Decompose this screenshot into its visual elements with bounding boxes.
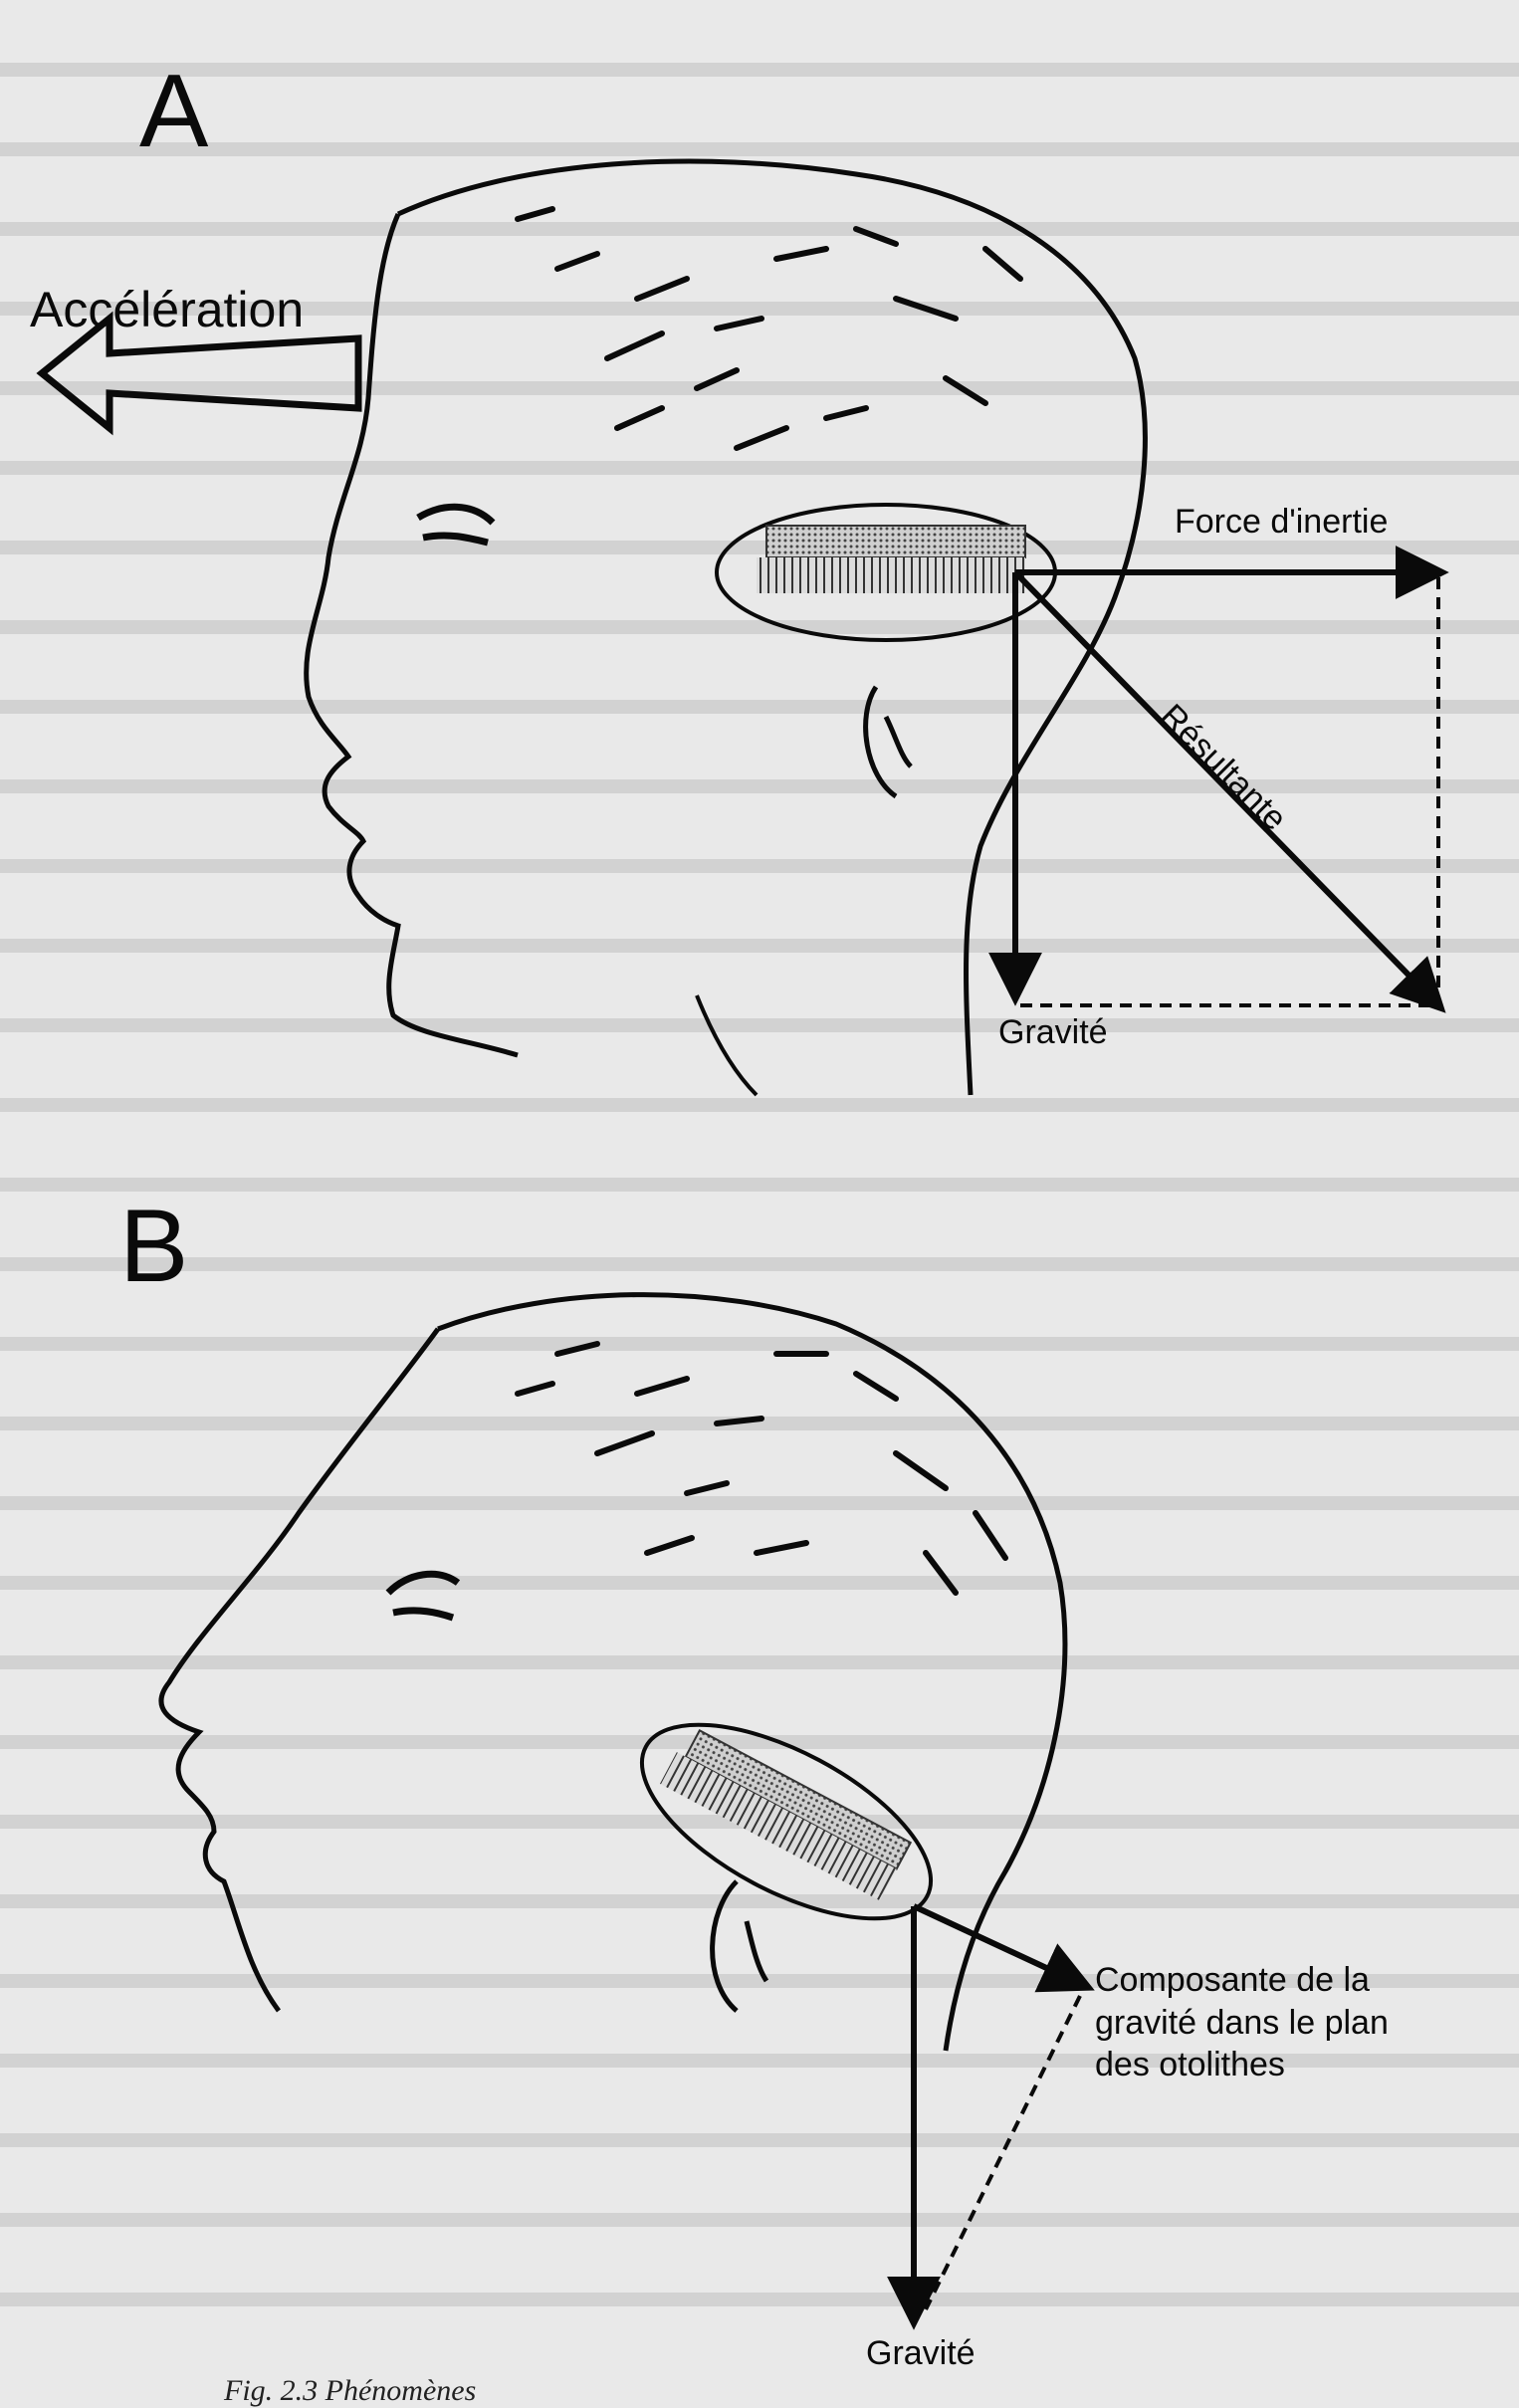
eye-a bbox=[416, 503, 496, 547]
head-outline-b bbox=[437, 1292, 1068, 2052]
gravity-label-a: Gravité bbox=[998, 1013, 1108, 1051]
face-profile-b bbox=[158, 1327, 441, 2013]
gravity-label-b: Gravité bbox=[866, 2334, 976, 2372]
otolith-cilia-a bbox=[757, 557, 1025, 593]
figure-caption: Fig. 2.3 Phénomènes bbox=[224, 2374, 477, 2407]
resultant-arrow bbox=[1012, 569, 1446, 1013]
panel-letter-a: A bbox=[139, 54, 209, 169]
panel-a bbox=[36, 158, 1449, 1097]
neck-a bbox=[695, 994, 759, 1097]
face-profile-a bbox=[304, 212, 519, 1058]
hair-strokes-b bbox=[515, 1341, 1008, 1596]
gravity-component-label: Composante de la gravité dans le plan de… bbox=[1095, 1961, 1389, 2083]
hair-strokes-a bbox=[515, 206, 1023, 451]
otolith-cilia-b bbox=[660, 1752, 897, 1901]
gravity-component-arrow bbox=[912, 1903, 1095, 1993]
ear-a bbox=[863, 685, 913, 799]
panel-b bbox=[158, 1292, 1095, 2330]
inertia-force-label: Force d'inertie bbox=[1175, 503, 1389, 541]
eye-b bbox=[385, 1570, 461, 1622]
otolith-organ-b bbox=[639, 1722, 934, 1921]
panel-letter-b: B bbox=[119, 1189, 189, 1304]
ear-b bbox=[710, 1879, 769, 2013]
otolith-membrane-a bbox=[765, 525, 1026, 558]
acceleration-arrow bbox=[36, 311, 362, 436]
background-text-texture bbox=[0, 63, 1519, 2306]
acceleration-label: Accélération bbox=[30, 282, 305, 337]
otolith-ellipse-b bbox=[639, 1722, 934, 1921]
head-outline-a bbox=[396, 158, 1148, 1096]
